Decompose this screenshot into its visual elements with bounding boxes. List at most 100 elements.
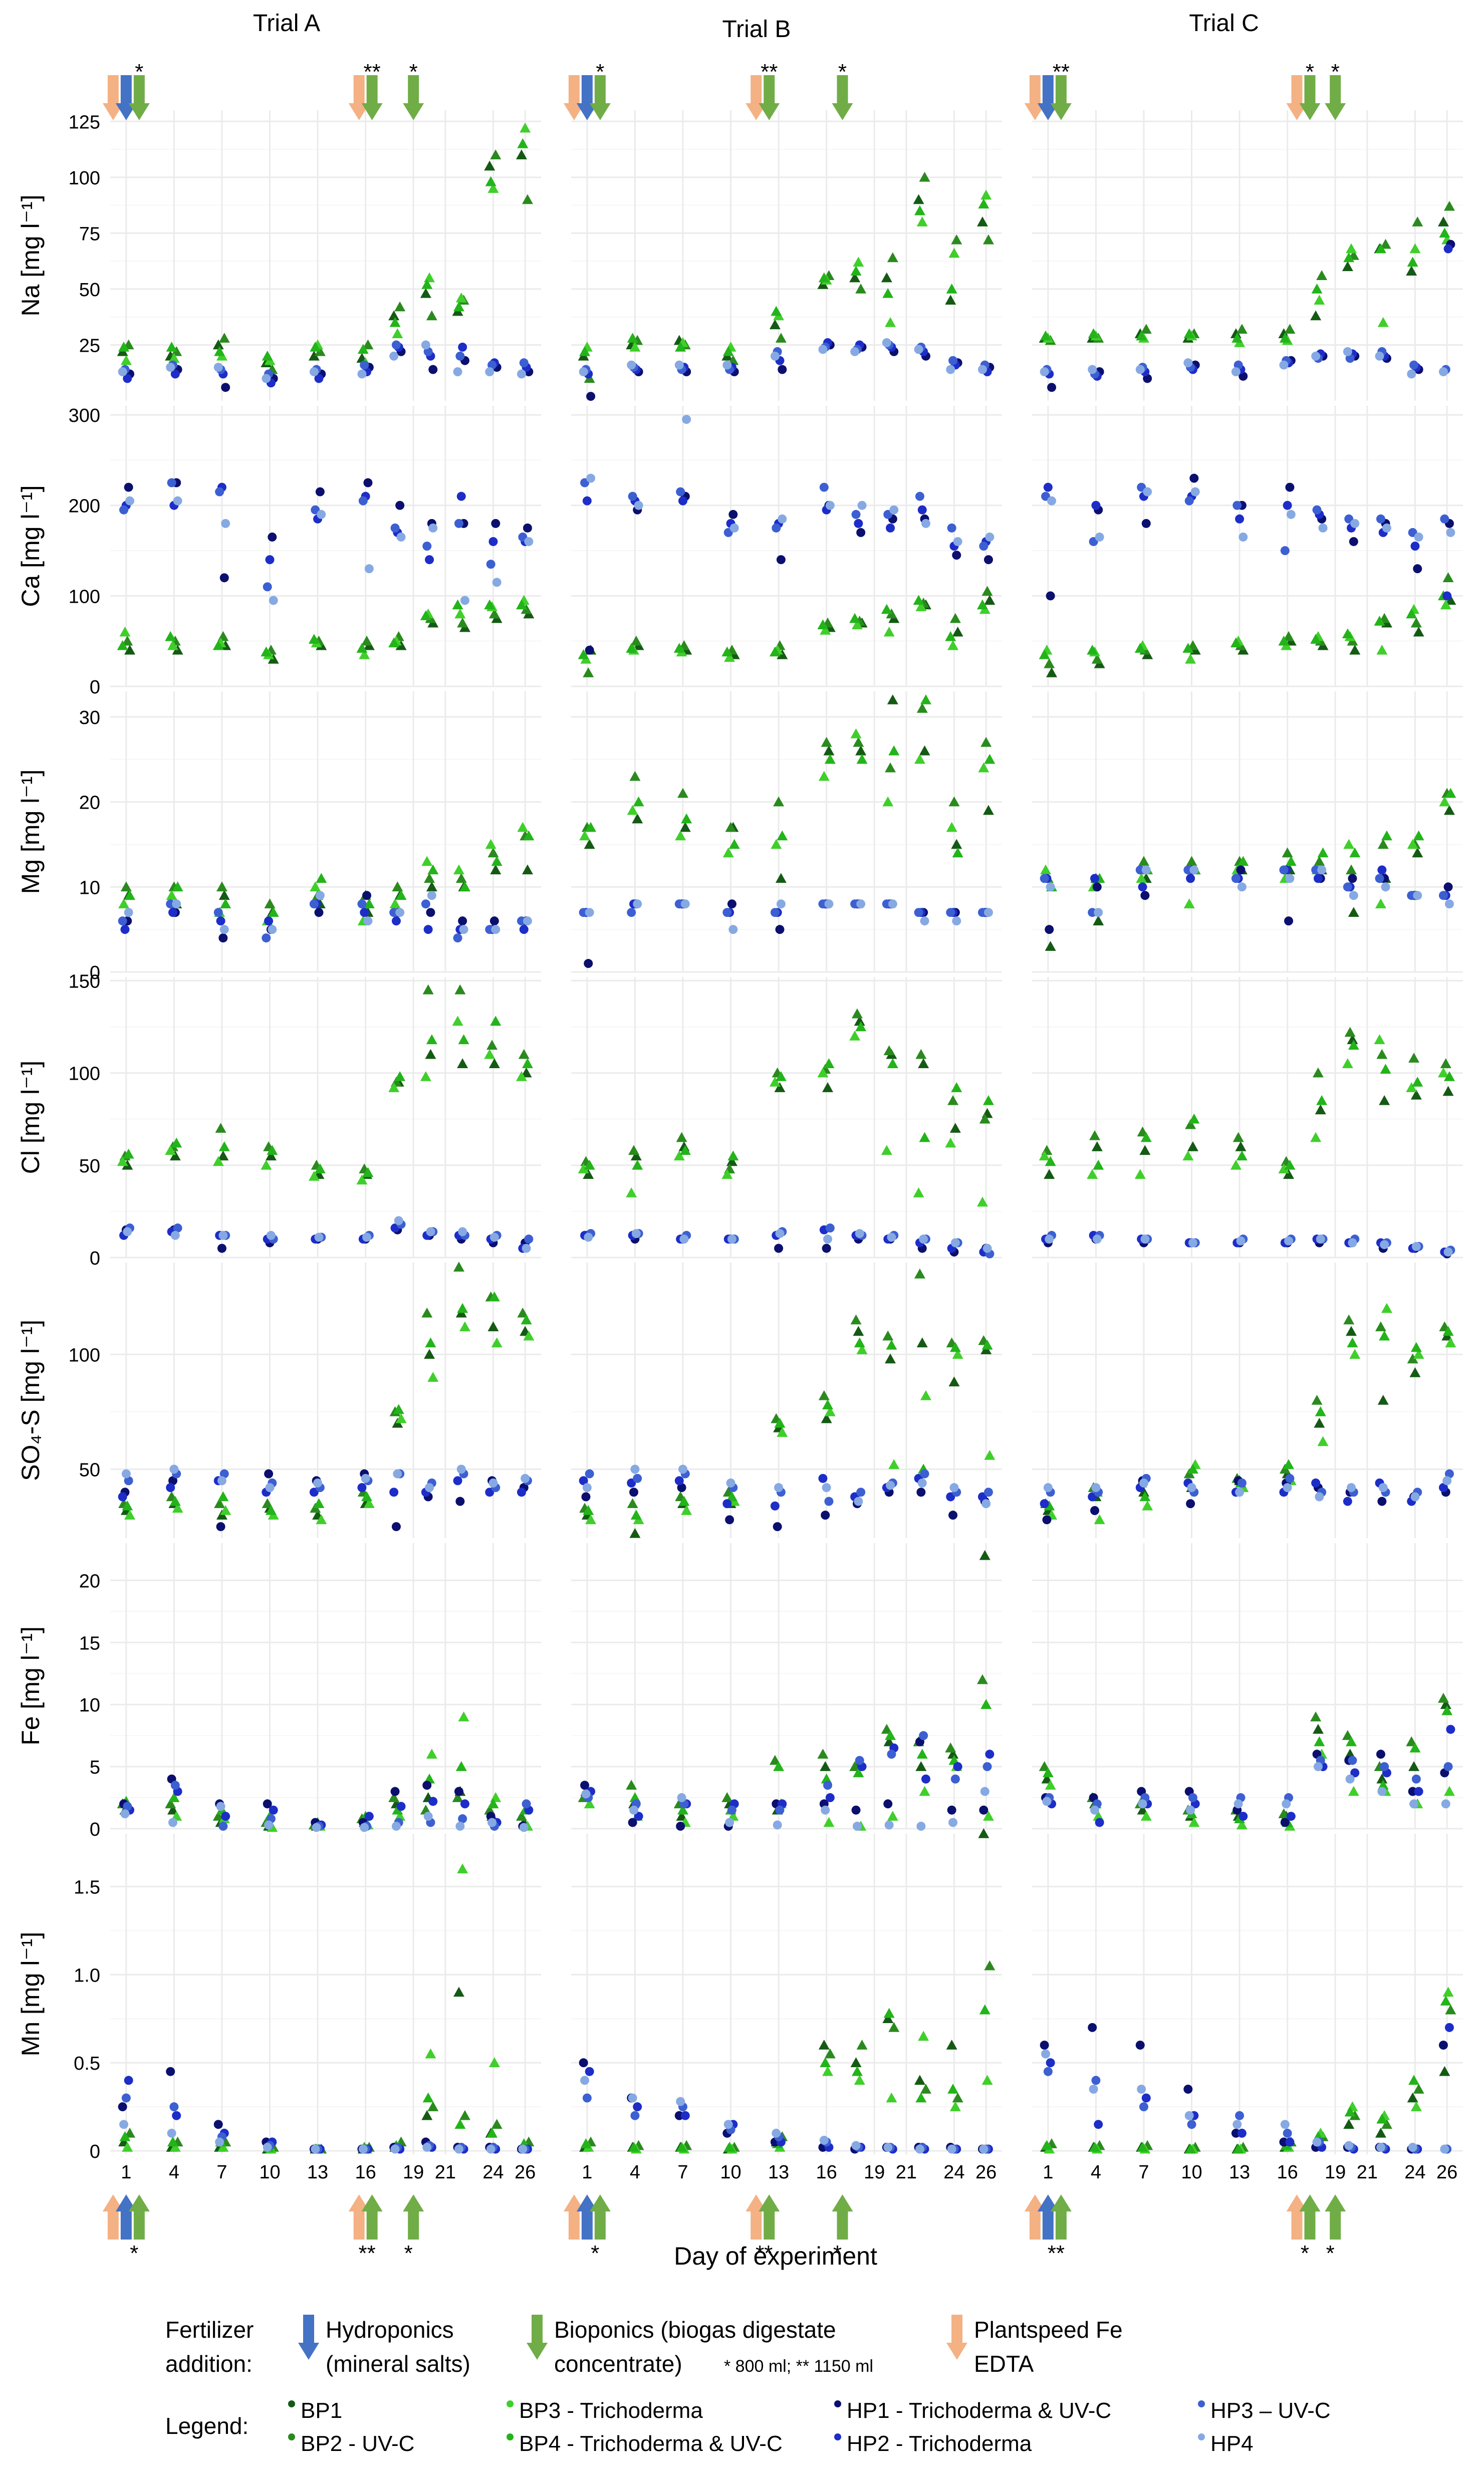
data-point-hp4 bbox=[677, 1793, 686, 1803]
data-point-bp3 bbox=[1437, 1067, 1449, 1078]
data-point-hp3 bbox=[1348, 1756, 1357, 1765]
data-point-bp4 bbox=[626, 643, 637, 653]
panel-background bbox=[1032, 691, 1463, 972]
data-point-hp4 bbox=[1377, 1787, 1387, 1796]
data-point-bp1 bbox=[426, 881, 437, 892]
data-point-hp3 bbox=[1411, 1774, 1421, 1784]
data-point-bp4 bbox=[980, 1699, 992, 1709]
panel-background bbox=[1032, 1543, 1463, 1829]
data-point-bp4 bbox=[580, 2138, 592, 2148]
data-point-hp3 bbox=[1376, 514, 1385, 524]
data-point-bp4 bbox=[914, 205, 925, 215]
data-point-bp3 bbox=[1310, 1132, 1322, 1142]
data-point-bp2 bbox=[1342, 1730, 1353, 1740]
data-point-bp4 bbox=[1374, 615, 1385, 626]
y-tick-label: 50 bbox=[79, 1460, 100, 1481]
data-point-hp4 bbox=[1138, 1799, 1147, 1809]
data-point-hp4 bbox=[819, 2135, 829, 2145]
dose-marker: ** bbox=[359, 2241, 376, 2266]
data-point-bp3 bbox=[1188, 1817, 1200, 1827]
data-point-hp1 bbox=[581, 1492, 591, 1502]
data-point-hp2 bbox=[264, 916, 274, 926]
data-point-hp4 bbox=[1313, 1762, 1323, 1772]
data-point-hp4 bbox=[679, 1235, 689, 1244]
data-point-hp4 bbox=[680, 899, 690, 909]
data-point-hp2 bbox=[1138, 882, 1147, 892]
data-point-bp4 bbox=[584, 1159, 595, 1170]
y-tick-label: 0 bbox=[90, 2141, 100, 2162]
data-point-bp4 bbox=[422, 2092, 434, 2103]
data-point-hp4 bbox=[1315, 1492, 1324, 1502]
data-point-bp1 bbox=[1312, 1723, 1324, 1734]
legend-marker-hp3 bbox=[1198, 2400, 1205, 2407]
data-point-hp1 bbox=[774, 1244, 784, 1253]
data-point-hp2 bbox=[582, 496, 592, 506]
data-point-hp1 bbox=[218, 933, 228, 943]
data-point-hp3 bbox=[582, 2093, 592, 2103]
data-point-hp4 bbox=[722, 360, 732, 370]
data-point-bp4 bbox=[919, 1132, 930, 1142]
data-point-bp4 bbox=[949, 1342, 961, 1352]
data-point-hp1 bbox=[491, 519, 501, 528]
legend-marker-bp4 bbox=[507, 2433, 514, 2440]
data-point-bp2 bbox=[627, 1498, 638, 1509]
data-point-hp1 bbox=[428, 365, 438, 374]
panel-background bbox=[571, 1543, 1002, 1829]
data-point-bp1 bbox=[1437, 216, 1449, 226]
data-point-bp2 bbox=[947, 1095, 959, 1105]
legend-fertilizer-title: Fertilizer bbox=[165, 2317, 254, 2343]
data-point-bp3 bbox=[856, 1344, 868, 1354]
data-point-bp4 bbox=[393, 1404, 404, 1414]
panel-background bbox=[1032, 1263, 1463, 1538]
data-point-bp4 bbox=[1044, 1500, 1055, 1511]
data-point-hp4 bbox=[728, 925, 738, 934]
data-point-hp4 bbox=[216, 1802, 225, 1811]
x-tick-label: 16 bbox=[355, 2162, 376, 2183]
plantspeed-arrow-icon bbox=[1286, 2194, 1308, 2240]
data-point-hp3 bbox=[167, 478, 176, 487]
data-point-bp2 bbox=[824, 2048, 836, 2059]
data-point-hp4 bbox=[920, 916, 929, 926]
data-point-hp2 bbox=[1443, 244, 1453, 254]
data-point-hp1 bbox=[1186, 1499, 1195, 1509]
data-point-bp2 bbox=[1283, 631, 1295, 641]
data-point-bp3 bbox=[459, 1321, 470, 1332]
data-point-bp4 bbox=[678, 1496, 690, 1506]
data-point-hp2 bbox=[921, 1774, 930, 1784]
data-point-bp2 bbox=[818, 1390, 830, 1400]
data-point-bp1 bbox=[217, 1150, 229, 1161]
data-point-bp4 bbox=[823, 1058, 835, 1068]
data-point-bp4 bbox=[888, 745, 900, 756]
data-point-hp4 bbox=[1137, 2084, 1146, 2094]
data-point-bp3 bbox=[629, 341, 641, 352]
data-point-hp1 bbox=[362, 891, 372, 900]
data-point-bp4 bbox=[817, 619, 829, 629]
data-point-bp3 bbox=[982, 1811, 994, 1821]
data-point-hp2 bbox=[269, 1805, 278, 1815]
data-point-bp4 bbox=[361, 1491, 373, 1502]
panel-ca-trial-a bbox=[110, 406, 541, 687]
data-point-bp3 bbox=[579, 830, 591, 841]
dose-marker: * bbox=[130, 2241, 138, 2266]
data-point-bp4 bbox=[1182, 643, 1194, 653]
data-point-hp4 bbox=[1282, 1799, 1291, 1809]
data-point-bp2 bbox=[882, 1330, 894, 1341]
data-point-bp4 bbox=[724, 2141, 735, 2152]
x-tick-label: 10 bbox=[1181, 2162, 1202, 2183]
data-point-bp1 bbox=[425, 1049, 436, 1059]
y-tick-label: 50 bbox=[79, 280, 100, 301]
data-point-bp1 bbox=[1377, 1395, 1389, 1405]
data-point-bp4 bbox=[1041, 2140, 1053, 2150]
data-point-hp4 bbox=[1438, 367, 1448, 376]
panel-fe-trial-c bbox=[1032, 1543, 1463, 1831]
data-point-bp1 bbox=[1442, 1086, 1454, 1096]
data-point-hp2 bbox=[423, 925, 433, 934]
data-point-hp1 bbox=[124, 482, 133, 492]
data-point-hp4 bbox=[1089, 2084, 1098, 2094]
data-point-bp3 bbox=[1317, 1436, 1329, 1446]
data-point-hp4 bbox=[215, 2137, 224, 2147]
data-point-hp2 bbox=[854, 519, 863, 528]
bioponics-arrow-icon bbox=[589, 75, 611, 120]
data-point-hp4 bbox=[1317, 865, 1327, 875]
